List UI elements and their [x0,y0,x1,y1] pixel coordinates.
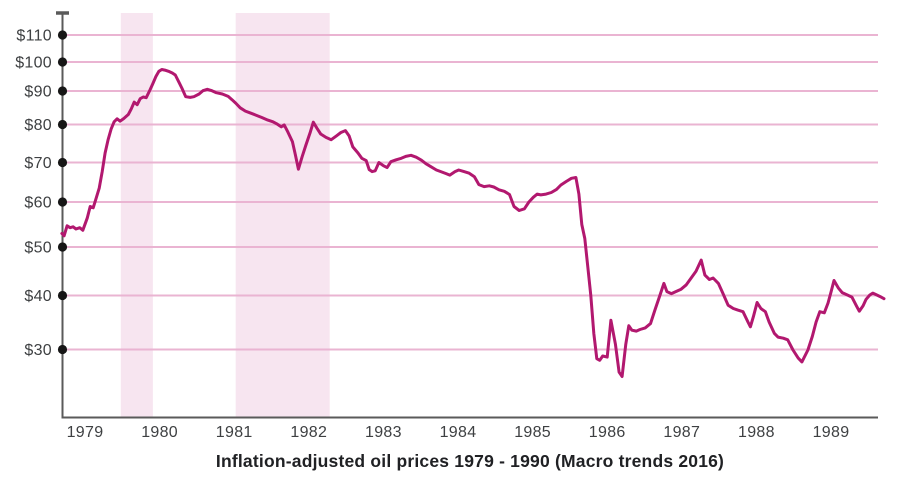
x-tick-label: 1985 [514,424,551,441]
y-axis-tick-dot [57,119,68,130]
y-tick-label: $30 [24,342,52,359]
y-axis-tick-dot [57,157,68,168]
y-tick-label: $100 [15,55,52,72]
x-tick-label: 1984 [440,424,477,441]
x-tick-label: 1988 [738,424,775,441]
y-tick-label: $60 [24,195,52,212]
y-axis-tick-dot [57,86,68,96]
x-tick-label: 1987 [663,424,700,441]
y-tick-label: $80 [24,117,52,134]
x-tick-label: 1980 [141,424,178,441]
y-axis-tick-dot [57,242,68,252]
x-tick-label: 1981 [216,424,253,441]
y-tick-label: $70 [24,155,52,172]
recession-band [235,13,330,418]
y-axis-tick-dot [57,57,68,67]
chart-title: Inflation-adjusted oil prices 1979 - 199… [215,451,725,471]
x-tick-label: 1983 [365,424,402,441]
y-tick-label: $90 [24,84,52,101]
y-axis-tick-dot [57,290,68,301]
y-axis-tick-dot [57,197,68,207]
x-tick-label: 1982 [290,424,327,441]
y-tick-label: $40 [24,288,52,305]
x-tick-label: 1986 [589,424,626,441]
y-tick-label: $110 [16,28,52,45]
x-tick-label: 1979 [67,424,104,441]
x-tick-label: 1989 [813,424,850,441]
y-axis-tick-dot [57,344,68,355]
y-axis-tick-dot [57,30,68,40]
y-tick-label: $50 [24,240,52,257]
price-line [60,68,886,378]
recession-band [120,13,153,418]
